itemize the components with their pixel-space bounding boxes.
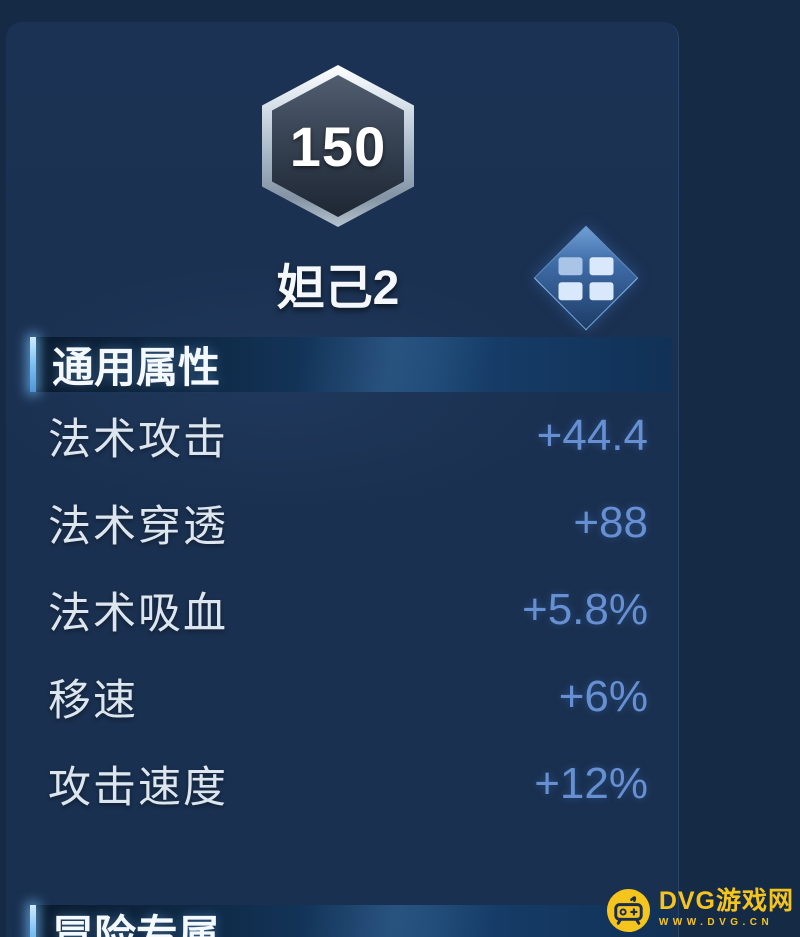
level-value: 150: [289, 114, 387, 178]
section-title: 通用属性: [52, 344, 221, 391]
stat-value: +5.8%: [522, 584, 648, 634]
stat-label: 移速: [48, 676, 138, 725]
level-badge: 150: [262, 65, 414, 227]
stat-label: 攻击速度: [48, 763, 228, 812]
stat-value: +12%: [534, 758, 648, 808]
stat-value: +88: [573, 497, 648, 547]
stat-label: 法术吸血: [48, 589, 228, 638]
stat-label: 法术攻击: [48, 415, 228, 464]
stat-value: +44.4: [536, 410, 648, 460]
section-title: 冒险专属: [52, 912, 221, 937]
section-accent-bar: [30, 905, 36, 937]
section-header-general: 通用属性: [30, 337, 672, 392]
character-name: 妲己2: [276, 262, 400, 315]
watermark-text: DVG游戏网 WWW.DVG.CN: [658, 886, 794, 928]
section-header-adventure: 冒险专属: [30, 905, 672, 937]
stat-row: 移速 +6%: [48, 653, 648, 740]
site-watermark: DVG游戏网 WWW.DVG.CN: [605, 879, 794, 937]
stat-row: 法术吸血 +5.8%: [48, 566, 648, 653]
stat-row: 攻击速度 +12%: [48, 740, 648, 827]
stat-value: +6%: [558, 671, 648, 721]
stat-label: 法术穿透: [48, 502, 228, 551]
stat-row: 法术穿透 +88: [48, 479, 648, 566]
section-accent-bar: [30, 337, 36, 392]
gamepad-icon: [606, 888, 650, 932]
stat-row: 法术攻击 +44.4: [48, 392, 648, 479]
watermark-site-name: DVG游戏网: [658, 886, 794, 915]
apps-grid-glyph: [558, 256, 614, 300]
level-badge-inner: 150: [272, 75, 404, 217]
attributes-panel: 150 妲己2 通用属性 法术攻击 +44.4 法术穿透 +88 法术吸血 +5…: [6, 22, 679, 937]
stats-list: 法术攻击 +44.4 法术穿透 +88 法术吸血 +5.8% 移速 +6% 攻击…: [48, 392, 648, 827]
apps-grid-icon[interactable]: [533, 225, 639, 331]
watermark-site-url: WWW.DVG.CN: [658, 916, 774, 928]
